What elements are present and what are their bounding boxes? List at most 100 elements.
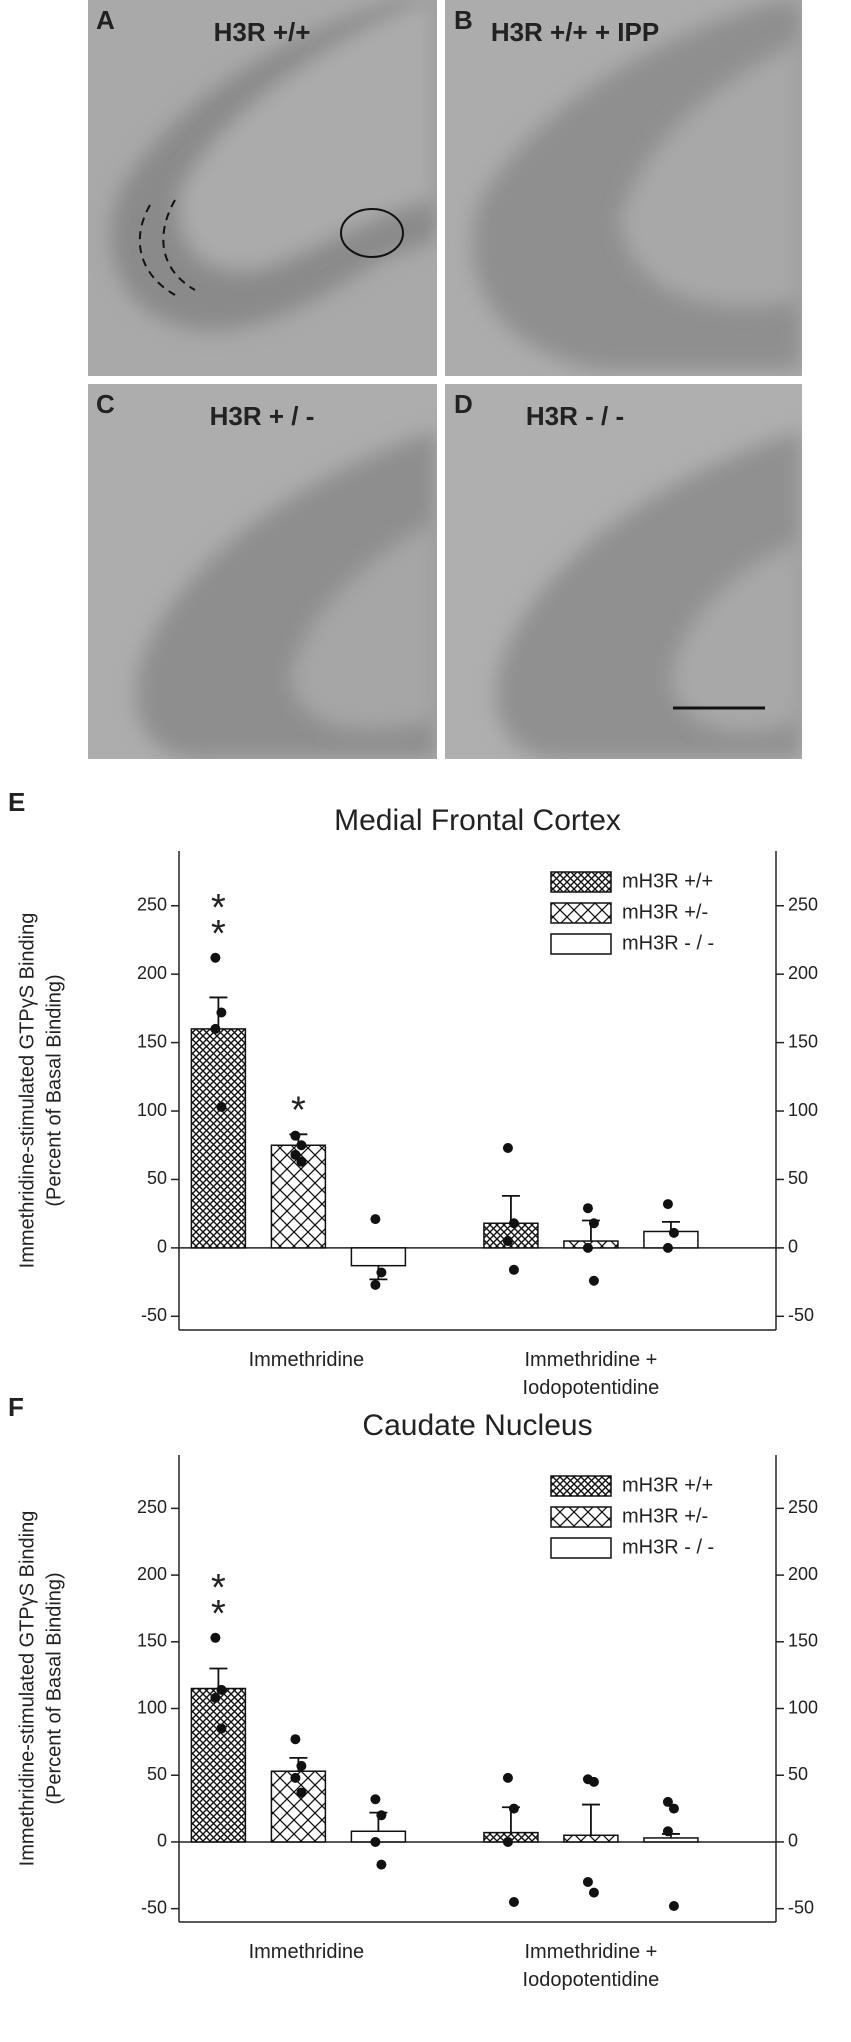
x-tick-label-box: Immethridine — [248, 1349, 365, 1371]
data-point — [376, 1810, 387, 1821]
panel-c — [88, 384, 437, 759]
legend-swatch — [550, 902, 612, 924]
y-tick-label: 200 — [137, 963, 167, 983]
y-tick-label: 50 — [147, 1764, 167, 1784]
data-point — [216, 1684, 227, 1695]
y-axis-label: (Percent of Basal Binding) — [43, 974, 65, 1206]
x-tick-label: Immethridine + Iodopotentidine — [522, 1941, 660, 1991]
panel-b — [445, 0, 802, 376]
x-tick-label-box: Immethridine — [248, 1941, 365, 1963]
y2-tick-label: 50 — [788, 1168, 808, 1188]
chart-title: Medial Frontal Cortex — [334, 804, 621, 837]
data-point — [588, 1218, 599, 1229]
legend-label: mH3R +/+ — [622, 1474, 713, 1496]
data-point — [296, 1156, 307, 1167]
y2-tick-label: 200 — [788, 1564, 818, 1584]
panel-letter: B — [454, 5, 473, 35]
significance-marker: * — [291, 1089, 306, 1131]
data-point — [216, 1101, 227, 1112]
legend-swatch — [550, 871, 612, 893]
y-tick-label: 50 — [147, 1168, 167, 1188]
significance-marker: * — [211, 1567, 226, 1609]
x-tick-label: Immethridine — [248, 1941, 365, 1963]
panel-letter: A — [96, 5, 115, 35]
y-tick-label: 250 — [137, 1497, 167, 1517]
legend-swatch — [550, 1475, 612, 1497]
y-tick-label: 0 — [157, 1831, 167, 1851]
data-point — [210, 1632, 221, 1643]
data-point — [376, 1267, 387, 1278]
data-point — [668, 1803, 679, 1814]
data-point — [370, 1279, 381, 1290]
data-point — [210, 952, 221, 963]
bar — [270, 1770, 327, 1843]
y2-tick-label: 150 — [788, 1631, 818, 1651]
y-tick-label: 200 — [137, 1564, 167, 1584]
panel-letter: C — [96, 389, 115, 419]
y-tick-label: -50 — [141, 1305, 167, 1325]
y-tick-label: -50 — [141, 1897, 167, 1917]
legend-label: mH3R +/- — [622, 901, 708, 923]
data-point — [508, 1896, 519, 1907]
data-point — [508, 1218, 519, 1229]
significance-marker: * — [211, 1593, 226, 1635]
data-point — [502, 1142, 513, 1153]
y2-tick-label: 100 — [788, 1100, 818, 1120]
x-tick-label: Immethridine + Iodopotentidine — [522, 1349, 660, 1399]
legend-swatch — [550, 1537, 612, 1559]
error-bar — [501, 1194, 520, 1224]
chart-letter: E — [8, 787, 25, 817]
legend-label: mH3R +/+ — [622, 870, 713, 892]
data-point — [290, 1734, 301, 1745]
data-point — [668, 1900, 679, 1911]
data-point — [296, 1760, 307, 1771]
x-tick-label-box: Immethridine + Iodopotentidine — [522, 1941, 660, 1991]
data-point — [216, 1723, 227, 1734]
significance-marker: * — [211, 887, 226, 929]
data-point — [582, 1876, 593, 1887]
data-point — [582, 1203, 593, 1214]
data-point — [662, 1199, 673, 1210]
y2-tick-label: -50 — [788, 1897, 814, 1917]
data-point — [210, 1692, 221, 1703]
chart: E Medial Frontal Cortex Immethridine-stimu… — [8, 787, 818, 1399]
bar — [190, 1028, 247, 1249]
legend-label: mH3R - / - — [622, 1536, 714, 1558]
legend-swatch — [550, 1506, 612, 1528]
y-tick-label: 150 — [137, 1631, 167, 1651]
data-point — [502, 1236, 513, 1247]
data-point — [662, 1242, 673, 1253]
y-tick-label: 100 — [137, 1100, 167, 1120]
data-point — [508, 1264, 519, 1275]
y-tick-label: 100 — [137, 1697, 167, 1717]
chart-title: Caudate Nucleus — [362, 1409, 592, 1442]
data-point — [370, 1214, 381, 1225]
y-tick-label: 150 — [137, 1031, 167, 1051]
significance-marker: * — [211, 913, 226, 955]
x-tick-label-box: Immethridine + Iodopotentidine — [522, 1349, 660, 1399]
data-point — [296, 1787, 307, 1798]
data-point — [216, 1007, 227, 1018]
y2-tick-label: 0 — [788, 1831, 798, 1851]
bar — [350, 1247, 407, 1267]
y2-tick-label: -50 — [788, 1305, 814, 1325]
error-bar — [209, 1667, 228, 1689]
panel-label: H3R + / - — [210, 401, 315, 431]
y2-tick-label: 150 — [788, 1031, 818, 1051]
y2-tick-label: 0 — [788, 1237, 798, 1257]
y2-tick-label: 200 — [788, 963, 818, 983]
data-point — [582, 1242, 593, 1253]
y-axis-label: Immethridine-stimulated GTPγS Binding — [16, 1511, 38, 1867]
y-axis-label: Immethridine-stimulated GTPγS Binding — [16, 913, 38, 1269]
panel-label: H3R +/+ + IPP — [491, 17, 659, 47]
error-bar — [581, 1803, 600, 1836]
y-tick-label: 250 — [137, 894, 167, 914]
y-axis-label: (Percent of Basal Binding) — [43, 1572, 65, 1804]
x-tick-label: Immethridine — [248, 1349, 365, 1371]
legend-swatch — [550, 933, 612, 955]
panel-label: H3R +/+ — [214, 17, 311, 47]
y2-tick-label: 50 — [788, 1764, 808, 1784]
data-point — [290, 1149, 301, 1160]
panel-d — [445, 384, 802, 759]
